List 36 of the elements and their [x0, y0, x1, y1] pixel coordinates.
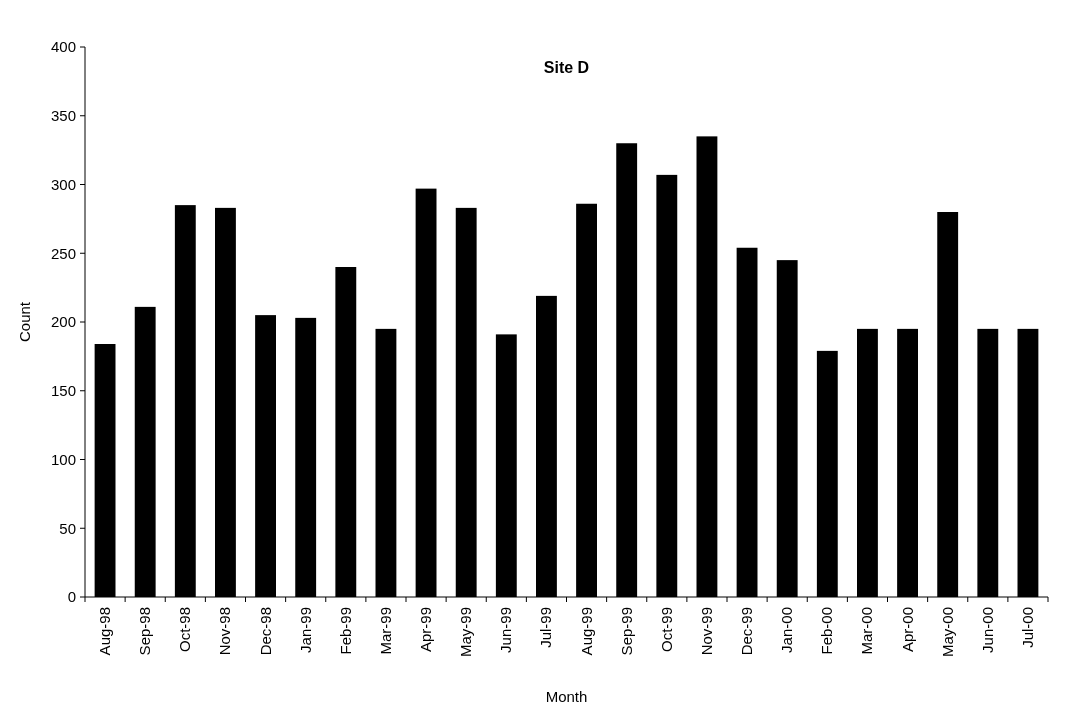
y-tick-label: 50	[59, 519, 76, 537]
x-tick-label: Aug-99	[577, 607, 595, 656]
x-tick-label: Apr-00	[898, 607, 916, 653]
y-tick-label: 200	[50, 313, 76, 331]
x-tick-label: Dec-99	[738, 607, 756, 656]
x-tick-label: Jan-99	[296, 607, 314, 653]
y-tick-label: 400	[50, 38, 76, 56]
x-tick-label: Jul-99	[537, 607, 555, 648]
y-tick-label: 150	[50, 382, 76, 399]
x-tick-label: May-00	[938, 607, 956, 658]
y-tick-label: 250	[50, 244, 76, 262]
y-tick-label: 350	[50, 107, 76, 124]
x-tick-label: Apr-99	[417, 607, 435, 653]
x-tick-label: Nov-98	[216, 607, 234, 656]
x-tick-label: Sep-98	[136, 607, 154, 656]
y-axis-title: Count	[16, 301, 33, 343]
x-tick-label: Feb-00	[818, 607, 836, 655]
x-tick-label: Jan-00	[778, 607, 796, 653]
x-tick-label: Dec-98	[256, 607, 274, 656]
text: Site D	[543, 59, 590, 76]
x-tick-label: Sep-99	[617, 607, 635, 656]
x-tick-label: Jun-99	[497, 607, 515, 653]
x-tick-label: Oct-99	[657, 607, 675, 653]
x-tick-label: Nov-99	[697, 607, 715, 656]
x-tick-label: Mar-00	[858, 607, 876, 655]
x-tick-label: Aug-98	[96, 607, 114, 656]
x-tick-label: May-99	[457, 607, 475, 658]
x-tick-label: Feb-99	[336, 607, 354, 655]
y-tick-label: 0	[67, 588, 76, 606]
x-tick-label: Jul-00	[1018, 607, 1036, 648]
x-tick-label: Jun-00	[978, 607, 996, 653]
y-tick-label: 300	[50, 175, 76, 193]
x-tick-label: Oct-98	[176, 607, 194, 653]
x-tick-label: Mar-99	[376, 607, 394, 655]
x-axis-title: Month	[545, 688, 588, 705]
y-tick-label: 100	[50, 450, 76, 468]
